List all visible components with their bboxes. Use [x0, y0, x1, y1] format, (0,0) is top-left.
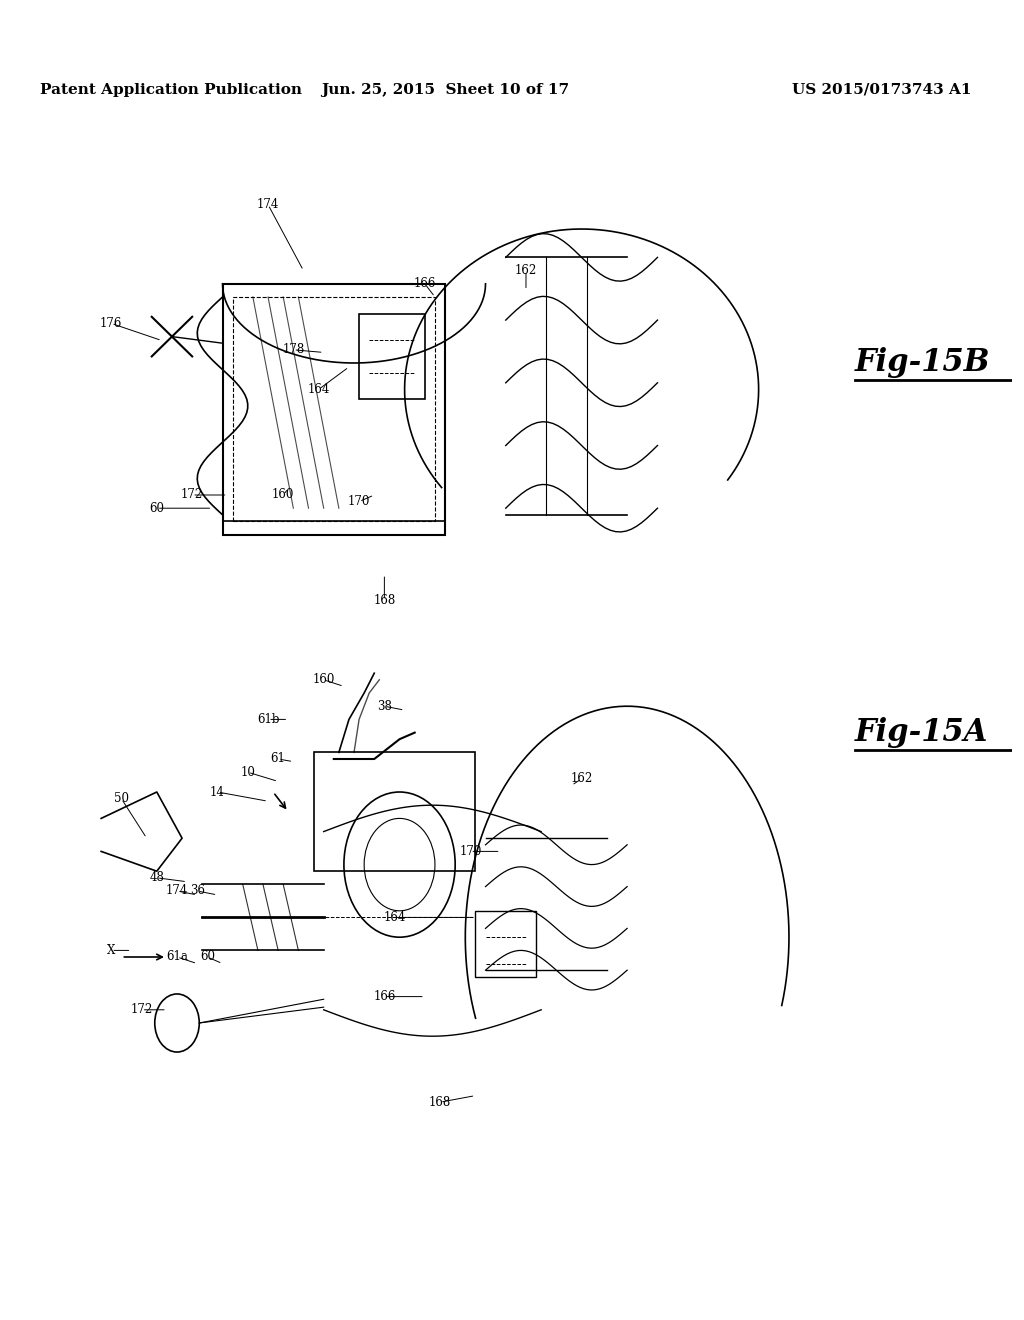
Text: 61: 61 [270, 752, 286, 766]
Text: 61b: 61b [257, 713, 280, 726]
Text: 38: 38 [377, 700, 392, 713]
Text: 14: 14 [210, 785, 225, 799]
Text: 50: 50 [114, 792, 129, 805]
Text: 162: 162 [515, 264, 538, 277]
Text: 174: 174 [166, 884, 188, 898]
Bar [222, 284, 445, 535]
Text: 164: 164 [307, 383, 330, 396]
Text: 172: 172 [130, 1003, 153, 1016]
Text: 168: 168 [429, 1096, 452, 1109]
Text: 174: 174 [257, 198, 280, 211]
Text: 160: 160 [272, 488, 295, 502]
Text: Jun. 25, 2015  Sheet 10 of 17: Jun. 25, 2015 Sheet 10 of 17 [321, 83, 569, 96]
Text: 170: 170 [348, 495, 371, 508]
Text: 60: 60 [150, 502, 164, 515]
Text: 48: 48 [150, 871, 164, 884]
Text: US 2015/0173743 A1: US 2015/0173743 A1 [792, 83, 971, 96]
Polygon shape [101, 792, 182, 871]
Text: 10: 10 [241, 766, 255, 779]
Text: X: X [108, 944, 116, 957]
Text: Patent Application Publication: Patent Application Publication [41, 83, 302, 96]
Text: 160: 160 [312, 673, 335, 686]
Text: 170: 170 [459, 845, 481, 858]
Text: 36: 36 [189, 884, 205, 898]
Text: 162: 162 [570, 772, 593, 785]
Bar [232, 297, 435, 521]
Text: 164: 164 [383, 911, 406, 924]
Text: 166: 166 [414, 277, 436, 290]
Text: 60: 60 [200, 950, 215, 964]
Text: 168: 168 [374, 594, 395, 607]
Bar [475, 911, 537, 977]
Text: 61a: 61a [166, 950, 188, 964]
Text: 176: 176 [100, 317, 123, 330]
Text: Fig-15A: Fig-15A [855, 717, 988, 748]
Bar [313, 752, 475, 871]
Text: 166: 166 [373, 990, 395, 1003]
Text: 172: 172 [181, 488, 204, 502]
Text: 178: 178 [283, 343, 304, 356]
Bar [359, 314, 425, 399]
Text: Fig-15B: Fig-15B [855, 347, 990, 379]
